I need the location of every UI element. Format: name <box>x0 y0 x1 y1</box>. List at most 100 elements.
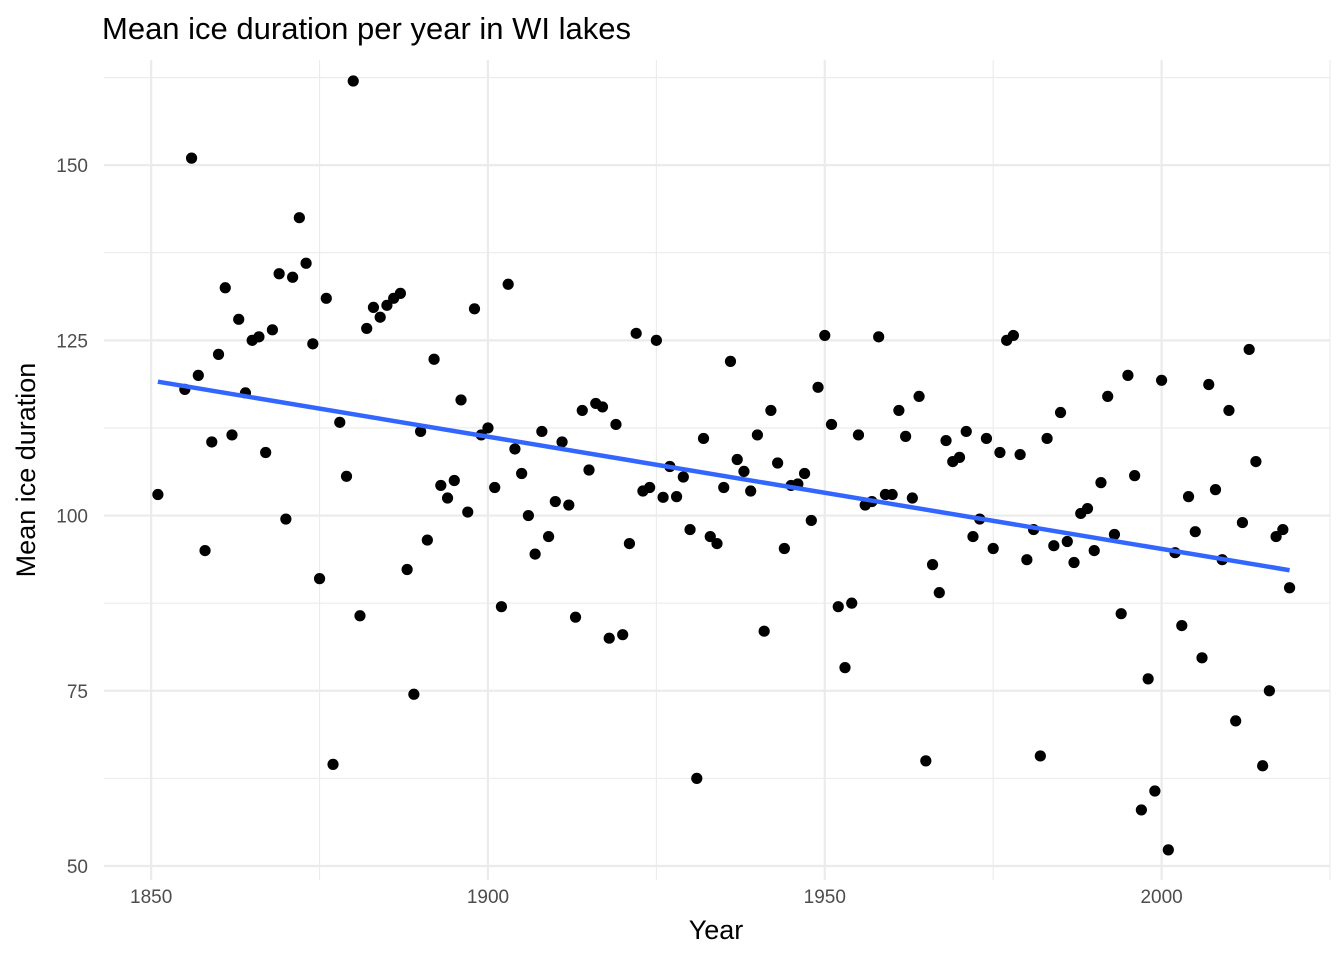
data-point <box>569 611 582 623</box>
data-point <box>1203 378 1215 391</box>
data-point <box>334 416 346 428</box>
data-point <box>644 481 656 494</box>
data-point <box>1250 455 1262 468</box>
data-point <box>1115 608 1127 620</box>
data-point <box>960 425 972 438</box>
data-point <box>260 446 272 459</box>
data-point <box>1135 804 1147 816</box>
data-point <box>542 530 555 543</box>
data-point <box>650 334 662 346</box>
data-point <box>468 303 481 315</box>
x-axis-title: Year <box>689 915 744 945</box>
data-point <box>300 257 312 269</box>
data-point <box>987 542 999 555</box>
data-point <box>812 381 824 393</box>
data-point <box>718 481 730 494</box>
data-point <box>536 425 548 438</box>
data-point <box>563 499 575 511</box>
data-point <box>1230 715 1242 727</box>
y-tick-label: 75 <box>67 682 88 703</box>
data-point <box>1048 540 1060 552</box>
data-point <box>293 212 305 224</box>
y-tick-label: 150 <box>56 156 88 177</box>
data-point <box>549 495 561 508</box>
data-point <box>1095 477 1107 489</box>
data-point <box>980 432 993 445</box>
data-point <box>529 548 541 560</box>
x-tick-label: 1850 <box>130 887 172 908</box>
data-point <box>340 470 353 482</box>
data-point <box>994 446 1006 459</box>
y-axis-title: Mean ice duration <box>11 363 41 578</box>
data-point <box>596 401 609 413</box>
data-point <box>1102 390 1114 403</box>
data-point <box>502 278 514 290</box>
data-point <box>253 331 265 343</box>
data-point <box>415 425 427 438</box>
data-point <box>1176 619 1188 632</box>
data-point <box>381 299 393 311</box>
data-point <box>1034 750 1046 762</box>
data-point <box>630 327 642 339</box>
data-point <box>852 429 865 441</box>
tick-labels: 1850 1900 1950 2000 50 75 100 125 150 <box>56 156 1182 908</box>
data-point <box>933 587 945 599</box>
data-point <box>731 453 743 466</box>
data-point <box>428 353 440 365</box>
data-point <box>1081 502 1094 515</box>
data-point <box>219 282 231 294</box>
data-point <box>233 313 245 325</box>
data-point <box>900 430 912 442</box>
data-point <box>1054 406 1067 419</box>
data-point <box>583 464 595 476</box>
data-point <box>1270 530 1282 543</box>
data-point <box>307 338 319 350</box>
data-point <box>1142 673 1154 685</box>
data-point <box>697 432 710 445</box>
data-point <box>1189 526 1201 538</box>
data-point <box>926 559 939 571</box>
data-point <box>765 404 777 417</box>
data-point <box>778 542 790 555</box>
data-point <box>953 451 966 463</box>
data-point <box>711 537 723 550</box>
data-point <box>287 271 299 283</box>
data-point <box>913 390 925 403</box>
data-point <box>280 513 292 525</box>
y-tick-label: 100 <box>56 507 88 528</box>
data-point <box>1014 448 1026 461</box>
data-point <box>825 418 838 431</box>
data-point <box>1129 470 1141 482</box>
data-point <box>758 625 770 637</box>
data-point <box>354 610 366 622</box>
data-point <box>495 601 508 613</box>
x-tick-label: 1950 <box>804 887 846 908</box>
data-point <box>455 394 467 406</box>
data-point <box>623 537 636 550</box>
data-point <box>906 492 918 504</box>
data-point <box>1283 582 1296 594</box>
trend-line <box>157 379 1290 573</box>
data-point <box>394 287 406 299</box>
data-point <box>516 467 528 480</box>
data-point <box>361 322 373 335</box>
data-point <box>435 479 447 492</box>
data-point <box>266 324 279 336</box>
data-point <box>374 311 386 323</box>
data-point <box>839 662 851 674</box>
data-points <box>152 75 1296 856</box>
data-point <box>509 443 521 455</box>
data-point <box>367 301 380 314</box>
data-point <box>805 514 817 527</box>
data-point <box>1263 685 1275 697</box>
x-tick-label: 2000 <box>1140 887 1182 908</box>
data-point <box>1149 785 1161 797</box>
data-point <box>401 563 413 576</box>
data-point <box>226 429 238 441</box>
data-point <box>617 629 629 641</box>
data-point <box>320 292 332 304</box>
data-point <box>199 544 211 557</box>
data-point <box>1162 844 1174 856</box>
grid-lines <box>104 60 1331 880</box>
